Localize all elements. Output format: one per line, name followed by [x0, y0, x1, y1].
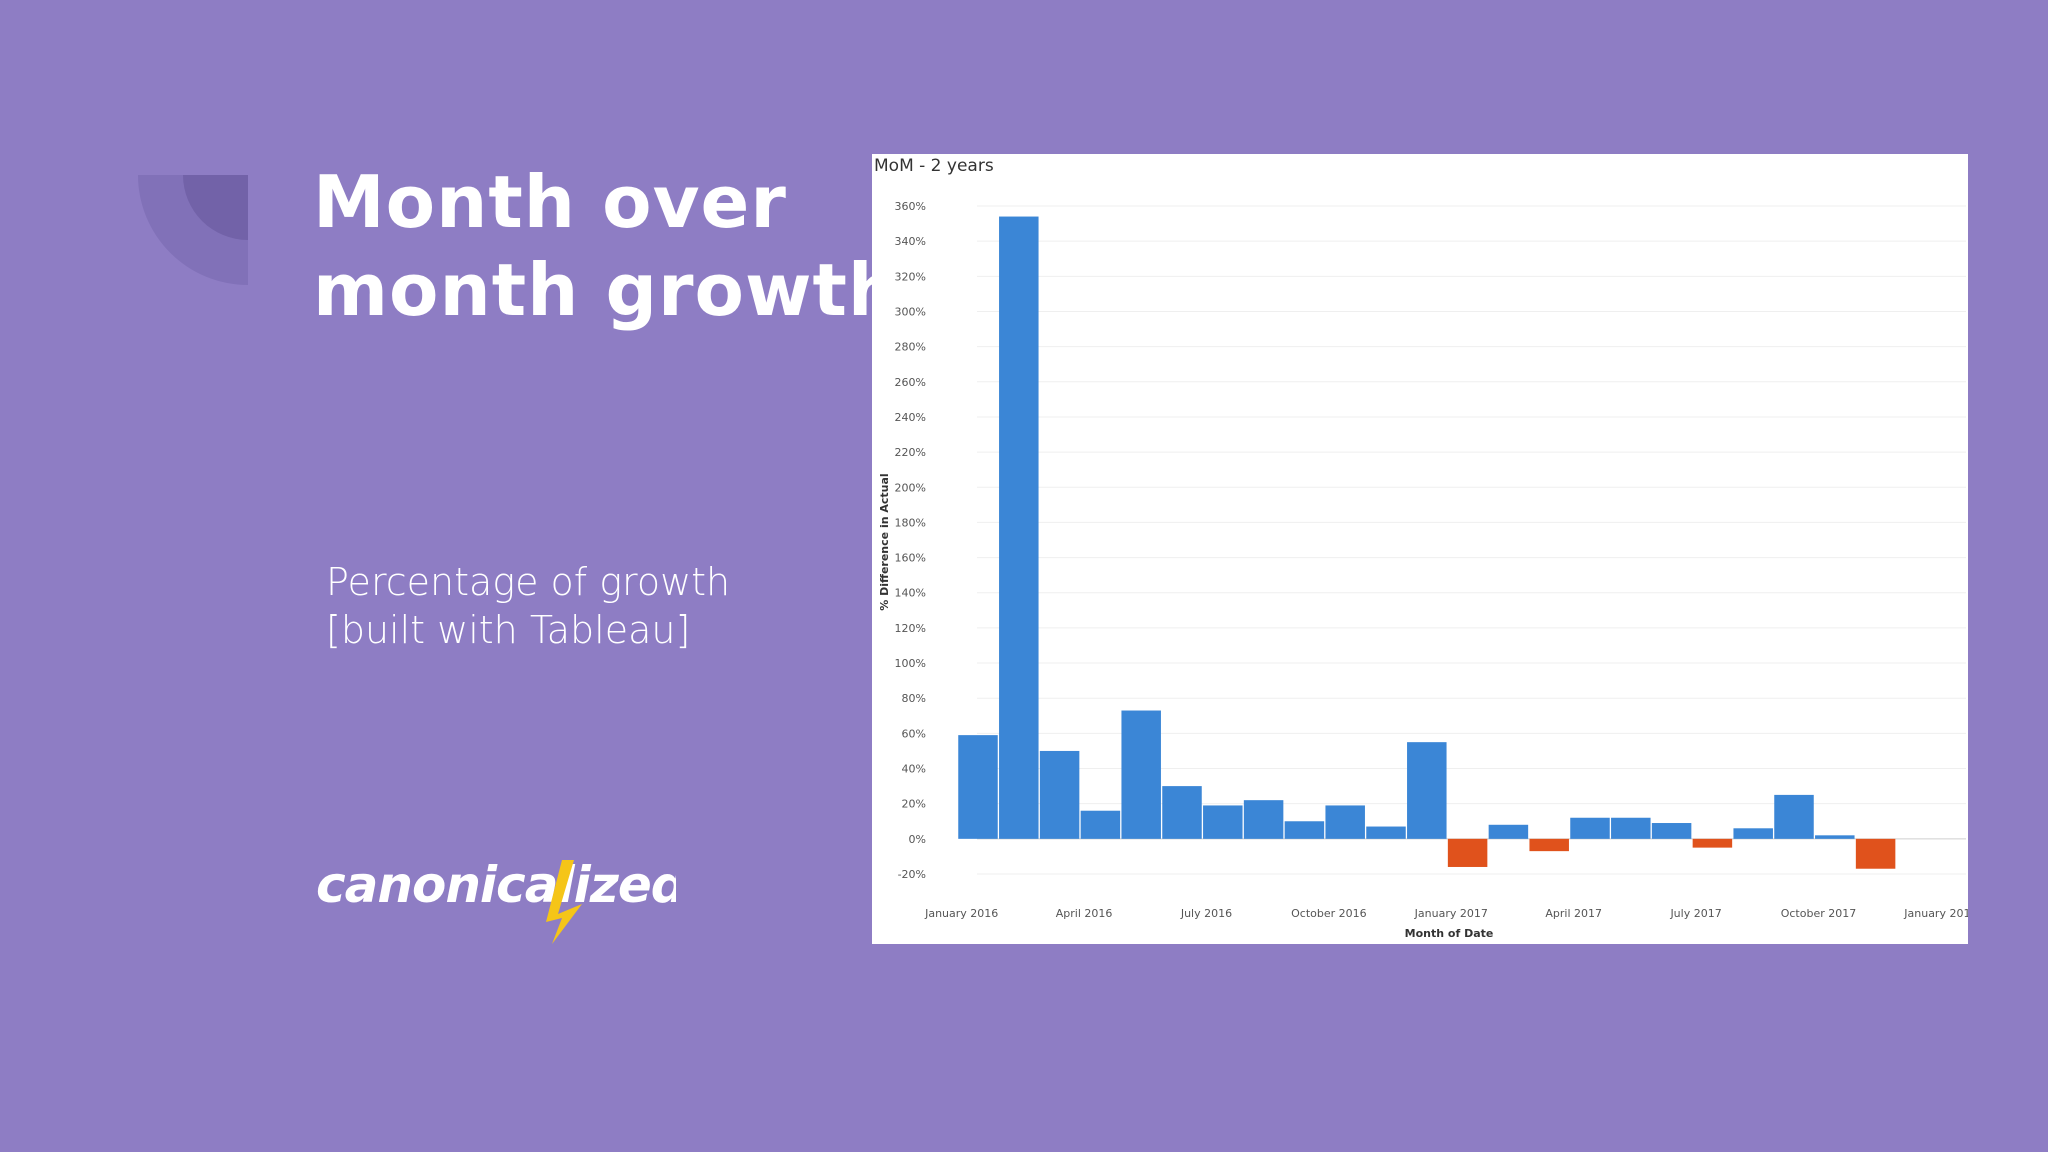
y-tick-label: 100% [895, 657, 926, 670]
bar [1243, 800, 1284, 839]
bar [1815, 835, 1855, 839]
x-tick-label: July 2017 [1669, 907, 1721, 920]
bar [1121, 710, 1161, 839]
bar [1692, 838, 1733, 848]
y-tick-label: 40% [902, 763, 926, 776]
slide-subtitle-line2: [built with Tableau] [326, 608, 691, 652]
bar [1774, 794, 1814, 839]
chart-title: MoM - 2 years [874, 156, 994, 176]
bar [1039, 750, 1080, 839]
y-tick-label: 120% [895, 622, 926, 635]
y-tick-label: 160% [895, 552, 926, 565]
y-tick-label: 80% [902, 692, 926, 705]
y-tick-label: 0% [909, 833, 926, 846]
bar [1203, 805, 1243, 839]
slide-title-line1: Month over [313, 160, 787, 244]
bar [1162, 786, 1202, 839]
slide-subtitle-line1: Percentage of growth [326, 560, 731, 604]
bar [1366, 826, 1406, 839]
slide-subtitle: Percentage of growth [built with Tableau… [326, 558, 730, 654]
bar [1325, 805, 1365, 839]
canonicalized-logo: canonicalized [316, 856, 676, 944]
y-tick-label: -20% [898, 868, 926, 881]
bar [1855, 838, 1896, 869]
y-tick-label: 360% [895, 200, 926, 213]
y-tick-label: 320% [895, 270, 926, 283]
svg-text:canonicalized: canonicalized [316, 856, 676, 914]
x-tick-label: April 2017 [1545, 907, 1602, 920]
bar [1611, 817, 1651, 839]
x-tick-label: January 2018 [1903, 907, 1968, 920]
bar [999, 216, 1039, 839]
bar [1284, 821, 1325, 839]
bar [1733, 828, 1773, 839]
y-tick-label: 20% [902, 798, 926, 811]
x-tick-label: October 2017 [1781, 907, 1857, 920]
x-tick-label: January 2017 [1414, 907, 1488, 920]
chart-svg: MoM - 2 years 360% 340% 320% 300% 280% 260% 24… [874, 156, 1968, 940]
y-tick-label: 240% [895, 411, 926, 424]
x-tick-label: April 2016 [1056, 907, 1113, 920]
y-tick-label: 260% [895, 376, 926, 389]
bar [1570, 817, 1610, 839]
x-axis-ticks: January 2016 April 2016 July 2016 October 2… [924, 907, 1968, 920]
grid-layer [977, 205, 1966, 875]
x-axis-title: Month of Date [1405, 927, 1494, 940]
bar [1447, 838, 1488, 867]
y-tick-label: 180% [895, 516, 926, 529]
chart-panel: MoM - 2 years 360% 340% 320% 300% 280% 260% 24… [872, 154, 1968, 944]
y-axis-title: % Difference in Actual [878, 473, 891, 610]
y-tick-label: 60% [902, 727, 926, 740]
bar [1488, 824, 1529, 839]
y-tick-label: 340% [895, 235, 926, 248]
bar [1529, 838, 1569, 852]
y-axis-ticks: 360% 340% 320% 300% 280% 260% 240% 220% 200% 180%… [895, 200, 926, 881]
bar [1080, 810, 1121, 839]
slide-title: Month over month growth [313, 158, 900, 334]
y-tick-label: 300% [895, 305, 926, 318]
lightning-bolt-icon [546, 860, 582, 944]
bar [1407, 742, 1447, 839]
y-tick-label: 140% [895, 587, 926, 600]
decorative-arc [138, 175, 248, 285]
y-tick-label: 280% [895, 341, 926, 354]
y-tick-label: 220% [895, 446, 926, 459]
bar [1651, 823, 1692, 839]
x-tick-label: October 2016 [1291, 907, 1367, 920]
bar [958, 735, 998, 839]
x-tick-label: July 2016 [1180, 907, 1232, 920]
slide-title-line2: month growth [313, 248, 901, 332]
x-tick-label: January 2016 [924, 907, 998, 920]
y-tick-label: 200% [895, 481, 926, 494]
bar-layer [958, 216, 1896, 869]
